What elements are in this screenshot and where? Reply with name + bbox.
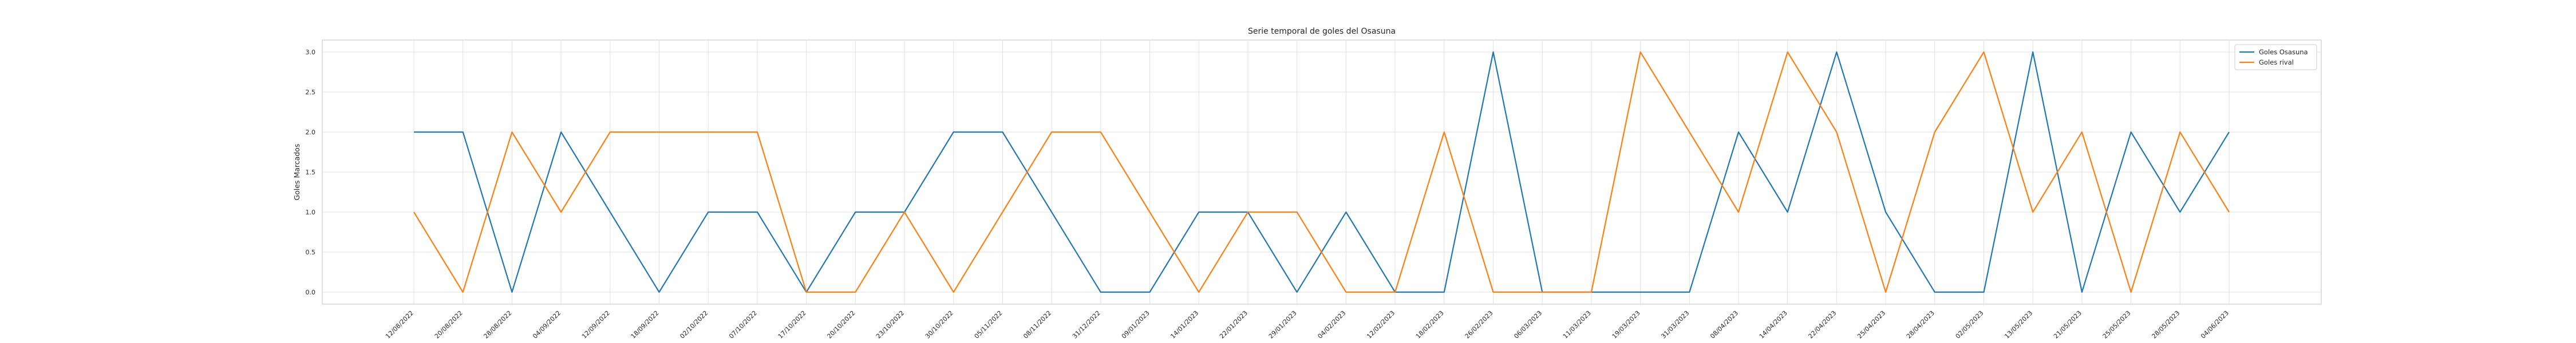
x-tick-label: 29/01/2023 bbox=[1267, 309, 1298, 340]
x-tick-label: 19/03/2023 bbox=[1611, 309, 1642, 340]
legend-box bbox=[2234, 44, 2317, 70]
x-tick-label: 08/11/2022 bbox=[1022, 309, 1053, 340]
x-tick-label: 17/10/2022 bbox=[777, 309, 808, 340]
x-tick-label: 28/05/2023 bbox=[2150, 309, 2181, 340]
y-tick-label: 2.5 bbox=[306, 89, 316, 96]
series-layer bbox=[413, 51, 2230, 293]
x-tick-label: 06/03/2023 bbox=[1512, 309, 1543, 340]
x-tick-label: 09/01/2023 bbox=[1120, 309, 1151, 340]
x-tick-label: 04/06/2023 bbox=[2199, 309, 2230, 340]
y-tick-label: 3.0 bbox=[306, 49, 316, 56]
x-tick-label: 31/12/2022 bbox=[1071, 309, 1102, 340]
x-tick-label: 22/04/2023 bbox=[1807, 309, 1838, 340]
chart-title: Serie temporal de goles del Osasuna bbox=[1248, 27, 1396, 36]
y-tick-label: 1.0 bbox=[306, 209, 316, 216]
x-tick-label: 28/04/2023 bbox=[1905, 309, 1936, 340]
y-tick-label: 1.5 bbox=[306, 169, 316, 176]
y-tick-label: 0.0 bbox=[306, 289, 316, 296]
x-tick-label: 07/10/2022 bbox=[728, 309, 758, 340]
x-tick-label: 12/09/2022 bbox=[580, 309, 611, 340]
x-tick-label: 20/08/2022 bbox=[433, 309, 464, 340]
x-axis-ticks: 12/08/2022 20/08/2022 28/08/2022 04/09/2022… bbox=[384, 309, 2230, 340]
x-tick-label: 18/09/2022 bbox=[630, 309, 661, 340]
x-tick-label: 14/01/2023 bbox=[1169, 309, 1200, 340]
x-tick-label: 20/10/2022 bbox=[825, 309, 856, 340]
x-tick-label: 26/02/2023 bbox=[1464, 309, 1495, 340]
x-tick-label: 28/08/2022 bbox=[482, 309, 513, 340]
x-tick-label: 25/05/2023 bbox=[2101, 309, 2132, 340]
grid bbox=[322, 40, 2321, 304]
x-tick-label: 08/04/2023 bbox=[1709, 309, 1740, 340]
x-tick-label: 21/05/2023 bbox=[2052, 309, 2083, 340]
legend-label: Goles Osasuna bbox=[2259, 48, 2308, 56]
x-tick-label: 12/08/2022 bbox=[384, 309, 415, 340]
x-tick-label: 25/04/2023 bbox=[1856, 309, 1887, 340]
series-line-2 bbox=[413, 51, 2230, 293]
x-tick-label: 04/09/2022 bbox=[531, 309, 562, 340]
y-tick-label: 0.5 bbox=[306, 249, 316, 256]
x-tick-label: 23/10/2022 bbox=[875, 309, 906, 340]
y-axis-title: Goles Marcados bbox=[293, 144, 301, 201]
x-tick-label: 02/10/2022 bbox=[678, 309, 709, 340]
x-tick-label: 18/02/2023 bbox=[1415, 309, 1445, 340]
x-tick-label: 04/02/2023 bbox=[1316, 309, 1347, 340]
x-tick-label: 05/11/2022 bbox=[973, 309, 1004, 340]
y-axis-ticks: 0.0 0.5 1.0 1.5 2.0 2.5 3.0 bbox=[306, 49, 316, 296]
x-tick-label: 11/03/2023 bbox=[1562, 309, 1593, 340]
x-tick-label: 30/10/2022 bbox=[924, 309, 955, 340]
x-tick-label: 14/04/2023 bbox=[1758, 309, 1789, 340]
x-tick-label: 31/03/2023 bbox=[1660, 309, 1690, 340]
x-tick-label: 22/01/2023 bbox=[1218, 309, 1249, 340]
legend: Goles Osasuna Goles rival bbox=[2234, 44, 2317, 70]
x-tick-label: 12/02/2023 bbox=[1365, 309, 1396, 340]
x-tick-label: 02/05/2023 bbox=[1954, 309, 1985, 340]
y-tick-label: 2.0 bbox=[306, 129, 316, 136]
legend-label: Goles rival bbox=[2259, 58, 2294, 66]
x-tick-label: 13/05/2023 bbox=[2003, 309, 2034, 340]
